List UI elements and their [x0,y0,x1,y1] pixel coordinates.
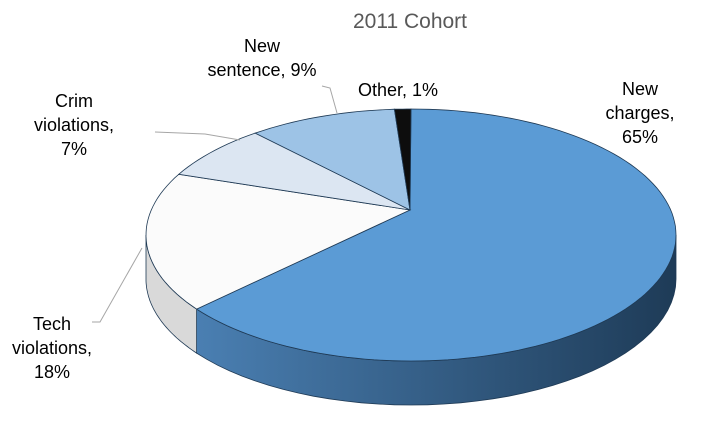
data-label: New sentence, 9% [207,36,317,80]
pie-slice [254,108,411,211]
chart-title: 2011 Cohort [352,10,468,33]
pie-slice [145,173,412,310]
leader-line [92,247,143,323]
pie [145,108,677,406]
data-label: New charges, 65% [605,79,675,147]
pie-slice [177,132,411,211]
pie-slice [195,108,677,362]
data-label: Tech violations, 18% [11,314,93,382]
data-label: Crim violations, 7% [33,91,115,159]
leader-line [321,85,338,114]
pie-slice [393,108,412,211]
leader-line [154,131,241,141]
data-label: Other, 1% [357,80,439,100]
